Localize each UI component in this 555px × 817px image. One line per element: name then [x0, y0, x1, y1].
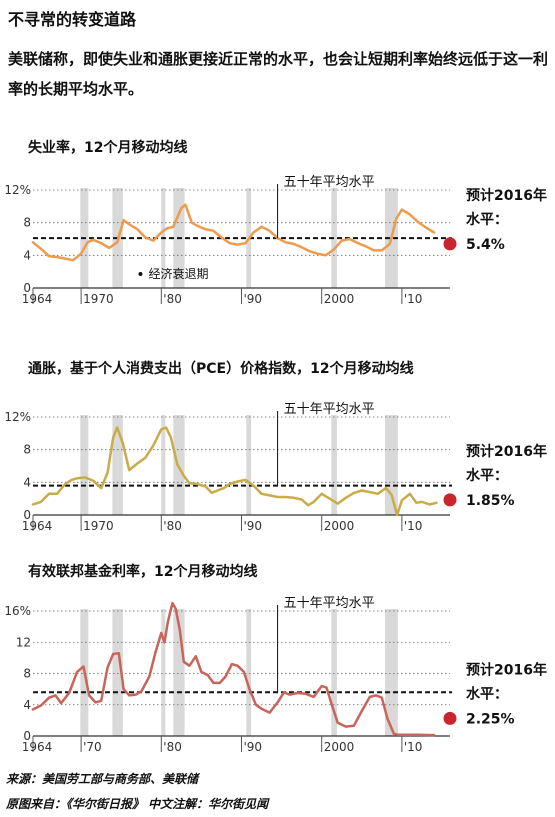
- forecast-label: 预计2016年: [466, 443, 547, 460]
- x-tick-label: '80: [163, 740, 182, 754]
- forecast-label-2: 水平：: [466, 211, 508, 228]
- series-line: [31, 426, 438, 517]
- fed-funds-chart: 有效联邦基金利率，12个月移动均线 0 4 8 12 16% 1964 '70 '80 '90 20…: [4, 563, 547, 754]
- source-note: 来源：美国劳工部与商务部、美联储: [6, 772, 199, 786]
- recession-band: [80, 415, 89, 515]
- x-tick-label: 2000: [324, 292, 355, 306]
- average-label: 五十年平均水平: [284, 175, 375, 190]
- recession-band: [385, 415, 398, 515]
- x-tick-label: '90: [244, 740, 263, 754]
- y-tick-label: 12: [16, 635, 31, 649]
- chart-title: 通胀，基于个人消费支出（PCE）价格指数，12个月移动均线: [28, 360, 414, 377]
- y-tick-label: 8: [23, 443, 31, 457]
- y-tick-label: 0: [23, 281, 31, 295]
- recession-band: [173, 609, 185, 736]
- forecast-label: 预计2016年: [466, 187, 547, 204]
- chart-title: 有效联邦基金利率，12个月移动均线: [28, 563, 257, 580]
- x-tick-label: '80: [163, 292, 182, 306]
- inflation-chart: 通胀，基于个人消费支出（PCE）价格指数，12个月移动均线 0 4 8 12% 1964 1…: [4, 360, 547, 533]
- series-line: [31, 601, 436, 737]
- y-tick-label: 4: [23, 698, 31, 712]
- y-tick-label: 0: [23, 729, 31, 743]
- y-tick-label: 4: [23, 475, 31, 489]
- y-tick-label: 0: [23, 508, 31, 522]
- x-tick-label: '10: [404, 519, 423, 533]
- recession-label: 经济衰退期: [148, 266, 208, 281]
- forecast-label: 预计2016年: [466, 661, 547, 678]
- forecast-label-2: 水平：: [466, 685, 508, 702]
- x-tick-label: 1970: [83, 292, 114, 306]
- forecast-marker: [443, 237, 457, 251]
- forecast-value-label: 1.85%: [466, 493, 515, 509]
- x-tick-label: 1964: [22, 292, 53, 306]
- x-tick-label: '70: [83, 740, 102, 754]
- recession-band: [161, 609, 166, 736]
- recession-band: [385, 609, 398, 736]
- y-tick-label: 8: [23, 216, 31, 230]
- x-tick-label: '90: [244, 519, 263, 533]
- x-tick-label: 1964: [22, 519, 53, 533]
- series-line: [31, 203, 436, 262]
- page-title: 不寻常的转变道路: [8, 10, 137, 29]
- recession-band: [112, 609, 123, 736]
- forecast-marker: [443, 493, 457, 507]
- y-tick-label: 12%: [4, 410, 31, 424]
- x-tick-label: 2000: [324, 740, 355, 754]
- average-label: 五十年平均水平: [284, 402, 375, 417]
- y-tick-label: 12%: [4, 183, 31, 197]
- recession-band: [246, 609, 252, 736]
- forecast-label-2: 水平：: [466, 467, 508, 484]
- recession-band: [246, 415, 252, 515]
- chart-title: 失业率，12个月移动均线: [28, 139, 187, 156]
- x-tick-label: 1970: [83, 519, 114, 533]
- recession-band: [331, 415, 337, 515]
- y-tick-label: 4: [23, 248, 31, 262]
- page-subtitle: 美联储称，即使失业和通胀更接近正常的水平，也会让短期利率始终远低于这一利率的长期…: [8, 50, 549, 98]
- forecast-value-label: 2.25%: [466, 711, 515, 727]
- recession-label-dot: [138, 272, 143, 276]
- x-tick-label: '80: [163, 519, 182, 533]
- y-tick-label: 16%: [4, 604, 31, 618]
- forecast-value-label: 5.4%: [466, 237, 505, 253]
- recession-band: [331, 609, 337, 736]
- unemployment-chart: 失业率，12个月移动均线 0 4 8 12% 1964 1970 '80 '90 2000 '10 五…: [4, 139, 547, 306]
- x-tick-label: 2000: [324, 519, 355, 533]
- recession-band: [112, 415, 123, 515]
- x-tick-label: '10: [404, 740, 423, 754]
- average-label: 五十年平均水平: [284, 596, 375, 611]
- recession-band: [331, 188, 337, 288]
- forecast-marker: [443, 711, 457, 725]
- recession-band: [161, 415, 166, 515]
- y-tick-label: 8: [23, 667, 31, 681]
- x-tick-label: '10: [404, 292, 423, 306]
- x-tick-label: '90: [244, 292, 263, 306]
- credit-note: 原图来自：《华尔街日报》 中文注解：华尔街见闻: [6, 797, 269, 811]
- x-tick-label: 1964: [22, 740, 53, 754]
